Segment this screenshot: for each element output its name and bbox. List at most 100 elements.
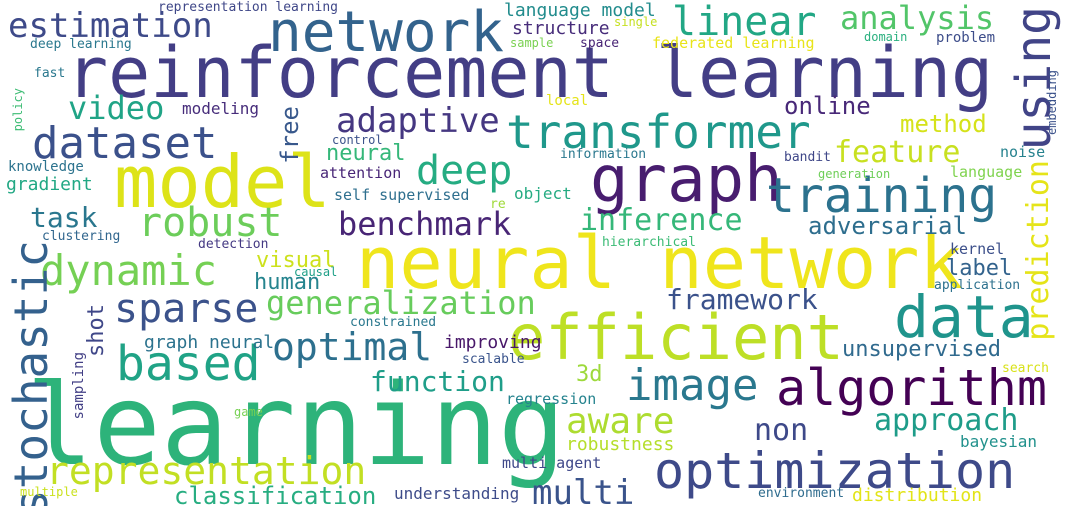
word-model: model — [114, 140, 331, 224]
word-unsupervised: unsupervised — [842, 337, 1001, 362]
word-algorithm: algorithm — [776, 359, 1047, 417]
word-stochastic: stochastic — [4, 240, 58, 506]
word-dataset: dataset — [32, 118, 218, 169]
word-analysis: analysis — [840, 0, 995, 37]
word-multi: multi — [532, 473, 635, 506]
word-policy: policy — [11, 88, 25, 132]
word-domain: domain — [864, 30, 908, 44]
word-deep-learning: deep learning — [30, 37, 132, 52]
word-image: image — [626, 360, 759, 411]
word-optimal: optimal — [272, 325, 433, 369]
word-multi-agent: multi agent — [502, 454, 602, 472]
word-function: function — [370, 365, 505, 398]
word-language-model: language model — [504, 0, 656, 21]
word-single: single — [614, 15, 658, 29]
word-bayesian: bayesian — [960, 432, 1038, 451]
word-task: task — [30, 201, 98, 234]
word-knowledge: knowledge — [8, 159, 84, 175]
word-based: based — [116, 336, 261, 392]
word-game: game — [234, 405, 263, 419]
word-label: label — [946, 256, 1013, 281]
word-clustering: clustering — [42, 229, 121, 244]
word-shot: shot — [84, 304, 109, 357]
word-embedding: embedding — [1045, 70, 1059, 136]
word-understanding: understanding — [394, 484, 520, 503]
word-3d: 3d — [576, 362, 603, 387]
word-constrained: constrained — [350, 315, 437, 330]
word-reinforcement-learning: reinforcement learning — [66, 32, 994, 114]
word-bandit: bandit — [784, 150, 831, 165]
word-regression: regression — [506, 390, 597, 408]
word-attention: attention — [320, 164, 402, 182]
word-dynamic: dynamic — [40, 246, 218, 295]
word-visual: visual — [256, 248, 336, 273]
word-federated-learning: federated learning — [652, 34, 815, 52]
word-application: application — [934, 278, 1021, 293]
word-scalable: scalable — [462, 352, 525, 367]
word-graph: graph — [590, 143, 783, 217]
word-self-supervised: self supervised — [334, 186, 470, 204]
word-video: video — [68, 89, 165, 127]
word-structure: structure — [512, 18, 610, 39]
word-network: network — [268, 0, 505, 65]
word-approach: approach — [874, 403, 1019, 438]
word-detection: detection — [198, 237, 269, 252]
word-prediction: prediction — [1021, 160, 1056, 341]
word-estimation: estimation — [8, 6, 213, 46]
word-object: object — [514, 184, 572, 203]
word-generalization: generalization — [266, 284, 536, 322]
word-training: training — [766, 168, 998, 224]
word-linear: linear — [672, 0, 817, 45]
word-robustness: robustness — [566, 434, 675, 455]
word-gradient: gradient — [6, 174, 93, 195]
word-optimization: optimization — [654, 442, 1016, 500]
word-information: information — [560, 147, 647, 162]
word-improving: improving — [444, 332, 542, 353]
word-neural-network: neural network — [356, 221, 963, 305]
word-fast: fast — [34, 66, 66, 81]
word-generation: generation — [818, 167, 891, 181]
word-feature: feature — [834, 135, 961, 170]
word-transformer: transformer — [506, 105, 811, 159]
word-sample: sample — [510, 36, 554, 50]
word-re: re — [490, 197, 506, 212]
word-efficient: efficient — [508, 301, 844, 374]
word-representation-learning: representation learning — [158, 0, 339, 15]
word-human: human — [254, 270, 321, 295]
word-causal: causal — [294, 265, 338, 279]
word-neural: neural — [326, 141, 406, 166]
word-framework: framework — [666, 283, 818, 316]
word-environment: environment — [758, 486, 845, 501]
word-adversarial: adversarial — [808, 212, 967, 240]
word-sampling: sampling — [71, 352, 87, 420]
word-distribution: distribution — [852, 485, 983, 506]
word-kernel: kernel — [950, 240, 1005, 258]
word-free: free — [276, 106, 304, 164]
word-non: non — [754, 413, 809, 448]
word-problem: problem — [936, 30, 996, 46]
word-data: data — [894, 283, 1034, 351]
word-online: online — [784, 92, 871, 120]
word-control: control — [332, 133, 383, 147]
word-deep: deep — [416, 148, 513, 194]
word-representation: representation — [46, 449, 367, 493]
word-aware: aware — [566, 401, 675, 442]
word-learning: learning — [26, 361, 566, 491]
word-noise: noise — [1000, 143, 1046, 161]
word-inference: inference — [580, 203, 743, 238]
word-multiple: multiple — [20, 485, 78, 499]
word-language: language — [950, 163, 1023, 181]
word-modeling: modeling — [182, 99, 260, 118]
word-sparse: sparse — [114, 286, 259, 332]
word-robust: robust — [138, 200, 283, 246]
word-local: local — [546, 93, 589, 109]
word-method: method — [900, 110, 987, 138]
word-graph-neural: graph neural — [144, 332, 275, 353]
word-benchmark: benchmark — [338, 205, 512, 243]
word-adaptive: adaptive — [336, 101, 500, 141]
word-search: search — [1002, 361, 1049, 376]
word-classification: classification — [174, 482, 377, 506]
word-hierarchical: hierarchical — [602, 235, 696, 250]
word-space: space — [580, 36, 620, 51]
